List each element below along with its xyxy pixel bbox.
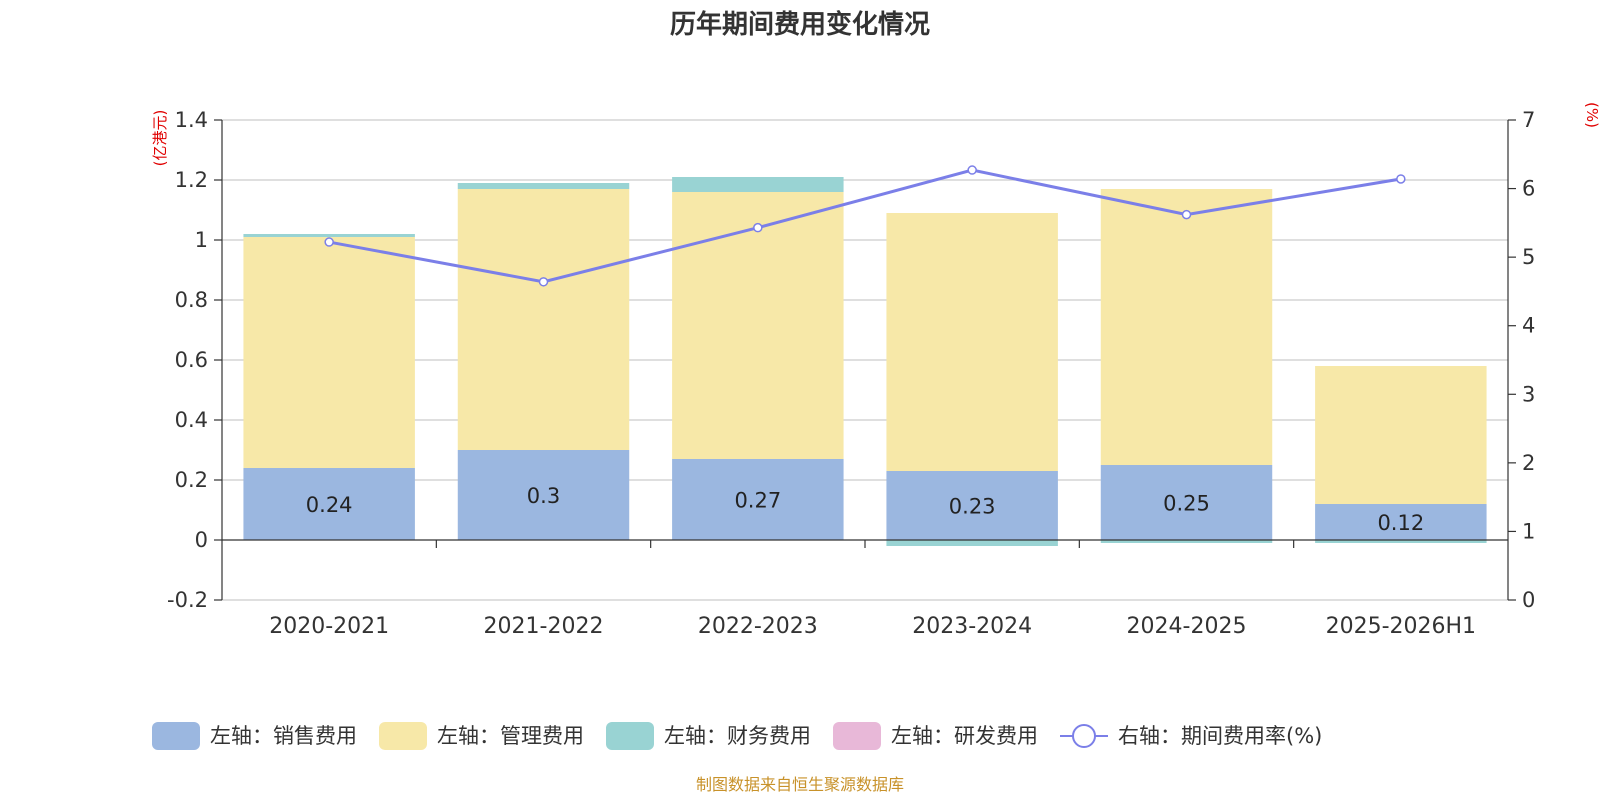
right-tick-label: 7 xyxy=(1522,108,1535,132)
left-tick-label: 0.4 xyxy=(175,408,208,432)
line-series-rate xyxy=(328,168,1402,284)
bars-layer xyxy=(243,177,1487,546)
grid-layer xyxy=(222,119,1508,601)
bar-3-2025-2026H1 xyxy=(1315,540,1487,543)
legend-label-3: 左轴：财务费用 xyxy=(664,724,811,748)
data-label: 0.3 xyxy=(527,484,560,508)
legend-swatch-4 xyxy=(833,722,881,750)
bar-1-2025-2026H1 xyxy=(1315,504,1487,540)
bar-2-2022-2023 xyxy=(672,192,844,459)
x-tick-label: 2022-2023 xyxy=(698,614,818,639)
chart-title: 历年期间费用变化情况 xyxy=(670,9,930,40)
legend-label-2: 左轴：管理费用 xyxy=(437,724,584,748)
bar-3-2020-2021 xyxy=(243,234,415,237)
left-tick-label: 1.4 xyxy=(175,108,208,132)
source-note: 制图数据来自恒生聚源数据库 xyxy=(696,775,904,794)
x-tick-label: 2023-2024 xyxy=(912,614,1032,639)
left-tick-label: 0.8 xyxy=(175,288,208,312)
data-label: 0.12 xyxy=(1377,511,1424,535)
data-label: 0.23 xyxy=(949,495,996,519)
right-tick-label: 6 xyxy=(1522,177,1535,201)
left-tick-label: -0.2 xyxy=(167,588,208,612)
right-tick-label: 3 xyxy=(1522,382,1535,406)
legend-swatch-2 xyxy=(379,722,427,750)
left-tick-label: 1 xyxy=(195,228,208,252)
bar-1-2020-2021 xyxy=(243,468,415,540)
line-point-2023-2024 xyxy=(967,165,977,175)
legend-swatch-3 xyxy=(606,722,654,750)
left-tick-label: 0 xyxy=(195,528,208,552)
axes-layer: -0.2 0 0.2 0.4 0.6 0.8 1 1.2 1.4 0 1 2 3 4 5 6 7 2020-202… xyxy=(167,108,1535,639)
bar-2-2021-2022 xyxy=(457,189,630,450)
line-layer xyxy=(324,165,1406,287)
legend-label-5: 右轴：期间费用率(%) xyxy=(1118,724,1322,748)
legend-label-4: 左轴：研发费用 xyxy=(891,724,1038,748)
right-tick-label: 5 xyxy=(1522,245,1535,269)
bar-1-2022-2023 xyxy=(672,459,844,540)
data-label: 0.25 xyxy=(1163,492,1210,516)
x-tick-label: 2021-2022 xyxy=(484,614,604,639)
bar-2-2023-2024 xyxy=(886,213,1058,471)
bar-2-2025-2026H1 xyxy=(1315,366,1487,504)
bar-1-2023-2024 xyxy=(886,471,1058,540)
legend-label-1: 左轴：销售费用 xyxy=(210,724,357,748)
bar-2-2024-2025 xyxy=(1100,189,1273,465)
left-tick-label: 1.2 xyxy=(175,168,208,192)
bar-3-2022-2023 xyxy=(672,177,844,192)
right-tick-label: 4 xyxy=(1522,314,1535,338)
right-tick-label: 2 xyxy=(1522,451,1535,475)
bar-3-2021-2022 xyxy=(457,183,630,189)
line-point-2020-2021 xyxy=(324,237,334,247)
bar-1-2024-2025 xyxy=(1100,465,1273,540)
bar-3-2023-2024 xyxy=(886,540,1058,546)
left-tick-label: 0.2 xyxy=(175,468,208,492)
legend-swatch-1 xyxy=(152,722,200,750)
left-tick-label: 0.6 xyxy=(175,348,208,372)
line-point-2021-2022 xyxy=(538,277,549,287)
bar-3-2024-2025 xyxy=(1100,540,1273,543)
right-tick-label: 1 xyxy=(1522,519,1535,543)
bar-2-2020-2021 xyxy=(243,237,415,468)
line-point-2025-2026H1 xyxy=(1396,174,1406,184)
bar-1-2021-2022 xyxy=(457,450,630,540)
data-label: 0.27 xyxy=(734,489,781,513)
line-point-2024-2025 xyxy=(1181,209,1192,220)
legend-swatch-marker xyxy=(1072,724,1096,748)
left-axis-unit: (亿港元) xyxy=(151,110,169,167)
legend: 左轴：销售费用 左轴：管理费用 左轴：财务费用 左轴：研发费用 右轴：期间费用率(%) xyxy=(152,722,1322,750)
x-tick-label: 2020-2021 xyxy=(269,614,389,639)
right-axis-unit: (%) xyxy=(1583,102,1600,128)
line-point-2022-2023 xyxy=(753,222,763,233)
x-tick-label: 2024-2025 xyxy=(1127,614,1247,639)
x-tick-label: 2025-2026H1 xyxy=(1326,614,1476,639)
data-label: 0.24 xyxy=(306,493,353,517)
right-tick-label: 0 xyxy=(1522,588,1535,612)
labels-layer: 0.24 0.3 0.27 0.23 0.25 0.12 xyxy=(306,484,1424,535)
